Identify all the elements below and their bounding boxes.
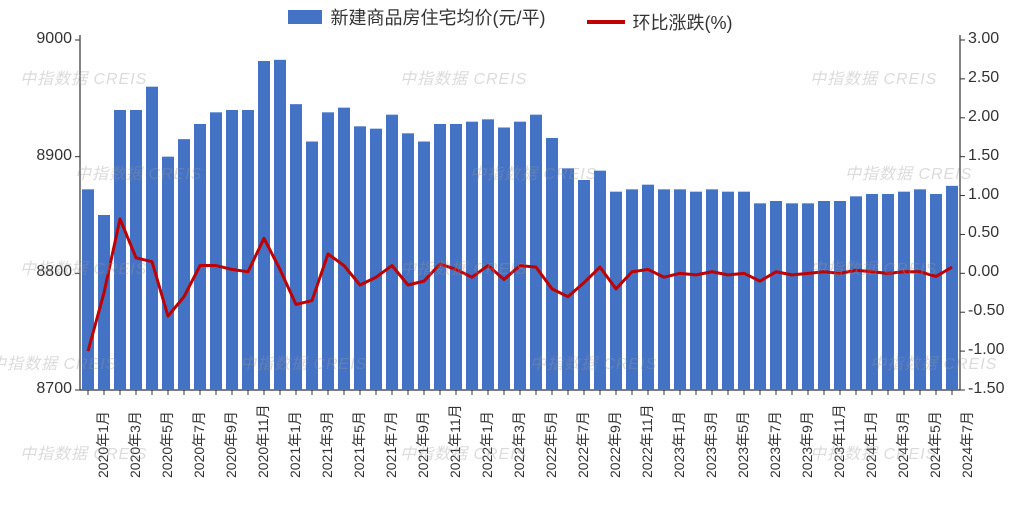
- x-tick-label: 2021年7月: [381, 411, 401, 478]
- bar: [898, 192, 910, 390]
- bar: [786, 203, 798, 390]
- bar: [242, 110, 254, 390]
- bar: [706, 189, 718, 390]
- x-tick-label: 2020年11月: [253, 404, 273, 478]
- y1-tick-label: 8700: [12, 380, 72, 398]
- x-tick-label: 2023年5月: [733, 411, 753, 478]
- bar: [466, 122, 478, 390]
- x-tick-label: 2023年7月: [765, 411, 785, 478]
- x-tick-label: 2020年3月: [125, 411, 145, 478]
- bar: [674, 189, 686, 390]
- bar: [754, 203, 766, 390]
- bar: [322, 112, 334, 390]
- bar: [306, 142, 318, 391]
- x-tick-label: 2022年7月: [573, 411, 593, 478]
- bar: [210, 112, 222, 390]
- bar: [594, 171, 606, 390]
- bar: [434, 124, 446, 390]
- bar: [834, 201, 846, 390]
- bar: [370, 129, 382, 390]
- bar: [354, 126, 366, 390]
- bar: [194, 124, 206, 390]
- x-tick-label: 2023年11月: [829, 404, 849, 478]
- x-tick-label: 2020年7月: [189, 411, 209, 478]
- y2-tick-label: 1.00: [968, 186, 999, 204]
- y2-tick-label: 2.00: [968, 108, 999, 126]
- x-tick-label: 2024年3月: [893, 411, 913, 478]
- bar: [274, 60, 286, 390]
- x-tick-label: 2022年9月: [605, 411, 625, 478]
- bar: [722, 192, 734, 390]
- bar: [114, 110, 126, 390]
- y2-tick-label: -1.50: [968, 380, 1004, 398]
- x-tick-label: 2021年1月: [285, 411, 305, 478]
- bar: [290, 104, 302, 390]
- bar: [610, 192, 622, 390]
- bar: [818, 201, 830, 390]
- bar: [690, 192, 702, 390]
- x-tick-label: 2023年3月: [701, 411, 721, 478]
- bar: [82, 189, 94, 390]
- y2-tick-label: 0.00: [968, 263, 999, 281]
- x-tick-label: 2024年1月: [861, 411, 881, 478]
- y2-tick-label: 3.00: [968, 30, 999, 48]
- x-tick-label: 2022年11月: [637, 404, 657, 478]
- bar: [562, 168, 574, 390]
- y2-tick-label: 0.50: [968, 224, 999, 242]
- bar: [514, 122, 526, 390]
- y2-tick-label: -0.50: [968, 302, 1004, 320]
- bar: [770, 201, 782, 390]
- x-tick-label: 2022年3月: [509, 411, 529, 478]
- bar: [338, 108, 350, 390]
- bar: [402, 133, 414, 390]
- y1-tick-label: 8800: [12, 263, 72, 281]
- x-tick-label: 2021年11月: [445, 404, 465, 478]
- bar: [802, 203, 814, 390]
- y1-tick-label: 8900: [12, 147, 72, 165]
- x-tick-label: 2021年5月: [349, 411, 369, 478]
- bar: [626, 189, 638, 390]
- bar: [146, 87, 158, 390]
- bar: [546, 138, 558, 390]
- bar: [850, 196, 862, 390]
- y2-tick-label: -1.00: [968, 341, 1004, 359]
- x-tick-label: 2023年1月: [669, 411, 689, 478]
- bar: [658, 189, 670, 390]
- bar: [530, 115, 542, 390]
- bar: [482, 119, 494, 390]
- y2-tick-label: 2.50: [968, 69, 999, 87]
- y1-tick-label: 9000: [12, 30, 72, 48]
- bar: [226, 110, 238, 390]
- x-tick-label: 2020年5月: [157, 411, 177, 478]
- bar: [162, 157, 174, 390]
- bar: [178, 139, 190, 390]
- bar: [866, 194, 878, 390]
- x-tick-label: 2024年5月: [925, 411, 945, 478]
- bar: [642, 185, 654, 390]
- y2-tick-label: 1.50: [968, 147, 999, 165]
- bar: [882, 194, 894, 390]
- bar: [450, 124, 462, 390]
- x-tick-label: 2021年3月: [317, 411, 337, 478]
- x-tick-label: 2021年9月: [413, 411, 433, 478]
- bar: [498, 128, 510, 391]
- bar: [738, 192, 750, 390]
- bar: [418, 142, 430, 391]
- bar: [914, 189, 926, 390]
- x-tick-label: 2023年9月: [797, 411, 817, 478]
- bar: [386, 115, 398, 390]
- bar: [930, 194, 942, 390]
- x-tick-label: 2022年5月: [541, 411, 561, 478]
- bar: [258, 61, 270, 390]
- x-tick-label: 2020年1月: [93, 411, 113, 478]
- bar: [946, 186, 958, 390]
- price-trend-chart: 新建商品房住宅均价(元/平) 环比涨跌(%) 8700880089009000-…: [0, 0, 1021, 525]
- x-tick-label: 2020年9月: [221, 411, 241, 478]
- x-tick-label: 2022年1月: [477, 411, 497, 478]
- x-tick-label: 2024年7月: [957, 411, 977, 478]
